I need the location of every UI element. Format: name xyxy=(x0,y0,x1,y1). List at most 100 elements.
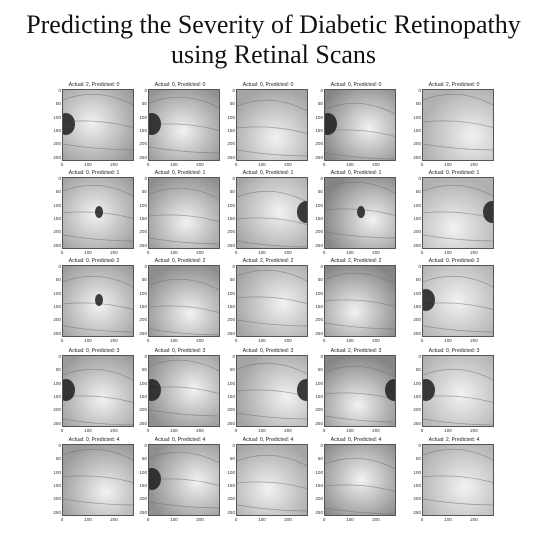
x-tick-label: 100 xyxy=(84,517,92,522)
y-tick-label: 250 xyxy=(315,509,323,515)
panel-caption: Actual: 0, Predicted: 3 xyxy=(242,348,294,354)
retinal-scan-image xyxy=(148,89,220,161)
y-tick-label: 50 xyxy=(141,456,147,462)
x-tick-label: 200 xyxy=(372,517,380,522)
y-tick-label: 50 xyxy=(55,367,61,373)
scan-panel: Actual: 0, Predicted: 1 0 50 100 150 200 250 0 1… xyxy=(52,170,136,260)
y-tick-label: 150 xyxy=(227,303,235,309)
retinal-vessel xyxy=(63,448,133,461)
x-tick-label: 0 xyxy=(60,428,64,433)
retinal-vessel xyxy=(423,234,493,242)
y-tick-label: 0 xyxy=(144,443,147,448)
retinal-vessel xyxy=(423,475,493,483)
y-tick-label: 50 xyxy=(229,101,235,107)
optic-disc xyxy=(63,379,75,401)
retinal-scan-image xyxy=(62,265,134,337)
retinal-vessel xyxy=(149,328,219,336)
retinal-vessel xyxy=(237,217,307,225)
y-tick-label: 200 xyxy=(139,317,147,323)
scan-panel: Actual: 0, Predicted: 3 0 50 100 150 200 250 0 1… xyxy=(412,348,496,438)
x-tick-label: 200 xyxy=(196,338,204,343)
retinal-scan-image xyxy=(148,444,220,516)
x-tick-label: 100 xyxy=(346,517,354,522)
x-tick-label: 0 xyxy=(322,162,326,167)
y-tick-label: 0 xyxy=(232,354,235,359)
retinal-scan-image xyxy=(422,265,494,337)
panel-caption: Actual: 0, Predicted: 3 xyxy=(68,348,120,354)
x-tick-label: 0 xyxy=(420,338,424,343)
y-tick-label: 200 xyxy=(227,229,235,235)
optic-disc xyxy=(95,294,103,306)
y-tick-label: 50 xyxy=(317,189,323,195)
retinal-scan-image xyxy=(422,89,494,161)
panel-caption: Actual: 0, Predicted: 1 xyxy=(154,170,206,176)
x-tick-label: 100 xyxy=(346,250,354,255)
retinal-scan-image xyxy=(324,355,396,427)
x-tick-label: 100 xyxy=(170,428,178,433)
scan-panel: Actual: 0, Predicted: 2 0 50 100 150 200 250 0 1… xyxy=(52,258,136,348)
y-tick-label: 50 xyxy=(229,456,235,462)
y-tick-label: 50 xyxy=(317,456,323,462)
x-tick-label: 200 xyxy=(196,250,204,255)
x-tick-label: 200 xyxy=(196,162,204,167)
y-tick-label: 100 xyxy=(315,469,323,475)
panel-caption: Actual: 0, Predicted: 4 xyxy=(68,437,120,443)
retinal-vessel xyxy=(325,457,395,470)
optic-disc xyxy=(483,201,493,223)
retinal-vessel xyxy=(325,102,395,115)
y-tick-label: 0 xyxy=(320,264,323,269)
figure-title-line-2: using Retinal Scans xyxy=(170,40,377,69)
optic-disc xyxy=(149,113,161,135)
y-tick-label: 0 xyxy=(144,88,147,93)
y-tick-label: 50 xyxy=(229,367,235,373)
y-tick-label: 100 xyxy=(413,114,421,120)
y-tick-label: 50 xyxy=(415,189,421,195)
y-tick-label: 100 xyxy=(413,380,421,386)
y-tick-label: 150 xyxy=(53,127,61,133)
x-tick-label: 100 xyxy=(258,250,266,255)
x-tick-label: 100 xyxy=(346,162,354,167)
scan-panel: Actual: 0, Predicted: 1 0 50 100 150 200 250 0 1… xyxy=(226,170,310,260)
retinal-vessel xyxy=(149,305,219,313)
retinal-vessel xyxy=(237,99,307,112)
x-tick-label: 0 xyxy=(420,250,424,255)
retinal-vessel xyxy=(325,181,395,194)
retinal-scan-image xyxy=(148,177,220,249)
retinal-vessel xyxy=(237,269,307,282)
y-tick-label: 150 xyxy=(315,393,323,399)
y-tick-label: 100 xyxy=(315,290,323,296)
y-tick-label: 250 xyxy=(413,420,421,426)
retinal-vessel xyxy=(423,120,493,128)
x-tick-label: 100 xyxy=(444,517,452,522)
retinal-vessel xyxy=(237,149,307,157)
x-tick-label: 200 xyxy=(284,517,292,522)
scan-panel: Actual: 0, Predicted: 4 0 50 100 150 200 250 0 1… xyxy=(314,437,398,527)
retinal-scan-image xyxy=(236,89,308,161)
y-tick-label: 150 xyxy=(139,303,147,309)
x-tick-label: 200 xyxy=(196,428,204,433)
y-tick-label: 50 xyxy=(415,367,421,373)
x-tick-label: 100 xyxy=(84,162,92,167)
y-tick-label: 100 xyxy=(53,290,61,296)
x-tick-label: 100 xyxy=(258,162,266,167)
y-tick-label: 50 xyxy=(415,277,421,283)
y-tick-label: 100 xyxy=(315,380,323,386)
y-tick-label: 100 xyxy=(139,469,147,475)
y-tick-label: 250 xyxy=(53,509,61,515)
y-tick-label: 250 xyxy=(139,242,147,248)
y-tick-label: 100 xyxy=(413,290,421,296)
y-tick-label: 0 xyxy=(58,354,61,359)
x-tick-label: 100 xyxy=(258,338,266,343)
y-tick-label: 150 xyxy=(413,303,421,309)
optic-disc xyxy=(385,379,395,401)
retinal-scan-image xyxy=(62,89,134,161)
x-tick-label: 0 xyxy=(146,517,150,522)
figure-title-line-1: Predicting the Severity of Diabetic Reti… xyxy=(26,10,521,39)
x-tick-label: 0 xyxy=(322,428,326,433)
x-tick-label: 100 xyxy=(444,338,452,343)
y-tick-label: 50 xyxy=(415,456,421,462)
y-tick-label: 150 xyxy=(315,215,323,221)
y-tick-label: 150 xyxy=(139,215,147,221)
y-tick-label: 50 xyxy=(229,189,235,195)
y-tick-label: 100 xyxy=(315,202,323,208)
